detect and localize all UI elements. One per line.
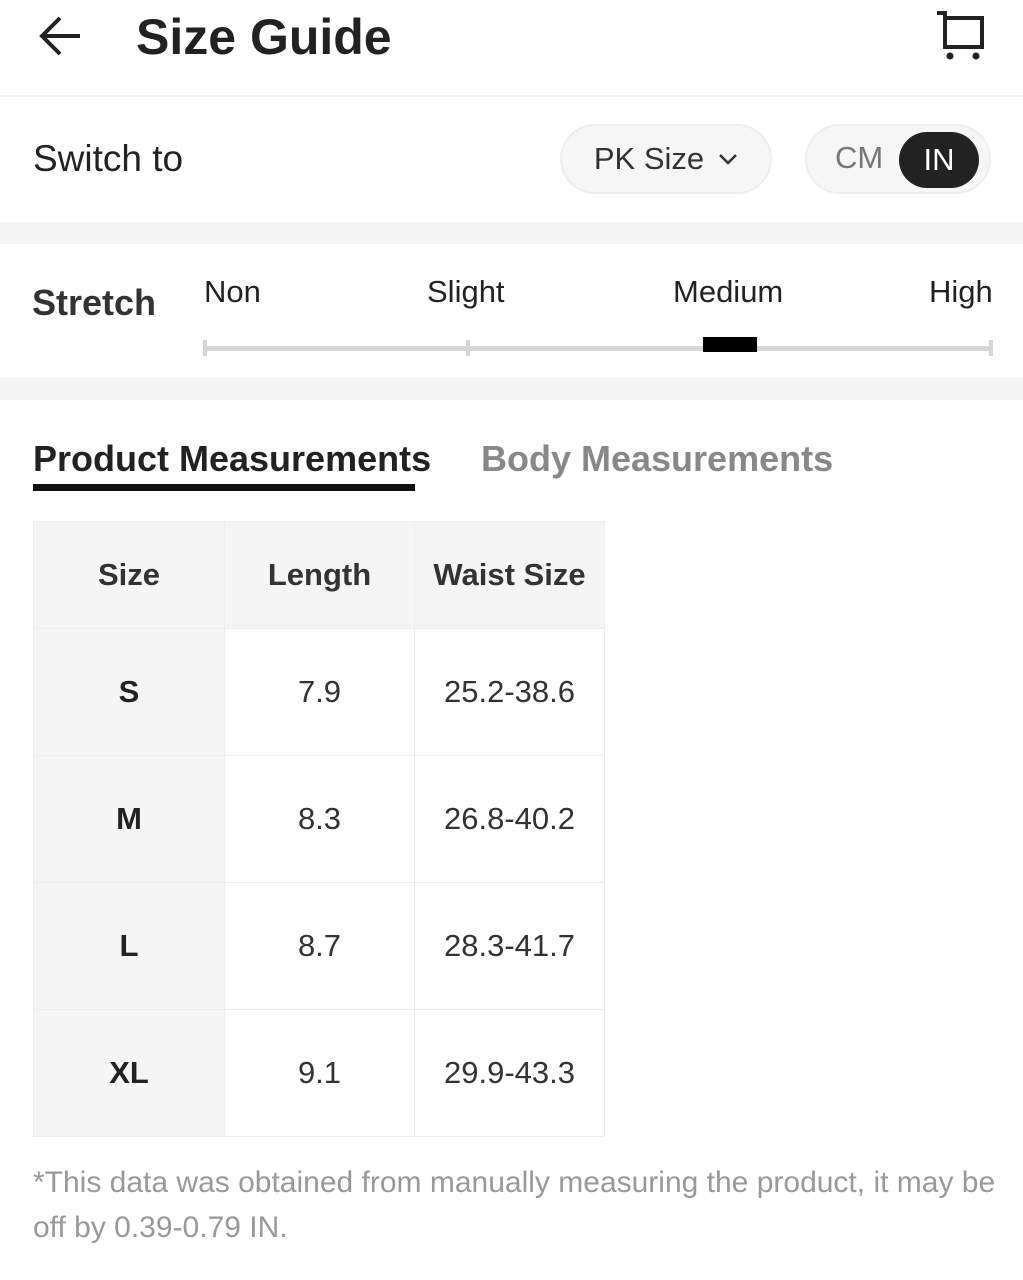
stretch-level-medium: Medium (673, 274, 784, 309)
size-cell: S (33, 628, 225, 756)
column-header: Length (224, 521, 415, 629)
size-system-dropdown[interactable]: PK Size (560, 124, 772, 194)
unit-cm-option[interactable]: CM (835, 140, 884, 175)
divider (0, 222, 1023, 244)
stretch-tick (466, 340, 470, 356)
stretch-marker (703, 337, 757, 352)
size-system-value: PK Size (593, 141, 705, 176)
table-row: M 8.3 26.8-40.2 (33, 755, 605, 883)
table-row: S 7.9 25.2-38.6 (33, 628, 605, 756)
active-tab-indicator (33, 484, 415, 491)
tab-product-measurements[interactable]: Product Measurements (33, 438, 432, 479)
stretch-label: Stretch (32, 282, 157, 323)
waist-cell: 29.9-43.3 (414, 1009, 605, 1137)
length-cell: 9.1 (224, 1009, 415, 1137)
column-header: Size (33, 521, 225, 629)
page-title: Size Guide (136, 9, 392, 65)
size-cell: M (33, 755, 225, 883)
header: Size Guide (0, 0, 1023, 97)
size-cell: L (33, 882, 225, 1010)
switch-label: Switch to (33, 138, 184, 179)
length-cell: 8.3 (224, 755, 415, 883)
size-cell: XL (33, 1009, 225, 1137)
waist-cell: 25.2-38.6 (414, 628, 605, 756)
unit-in-option[interactable]: IN (899, 132, 979, 188)
table-row: XL 9.1 29.9-43.3 (33, 1009, 605, 1137)
waist-cell: 26.8-40.2 (414, 755, 605, 883)
stretch-tick (989, 340, 993, 356)
unit-toggle[interactable]: CM IN (805, 124, 991, 194)
cart-icon[interactable] (934, 10, 988, 62)
waist-cell: 28.3-41.7 (414, 882, 605, 1010)
table-row: L 8.7 28.3-41.7 (33, 882, 605, 1010)
column-header: Waist Size (414, 521, 605, 629)
divider (0, 377, 1023, 400)
length-cell: 8.7 (224, 882, 415, 1010)
table-header-row: Size Length Waist Size (33, 521, 605, 629)
length-cell: 7.9 (224, 628, 415, 756)
stretch-track (203, 346, 993, 351)
arrow-left-icon[interactable] (38, 14, 84, 58)
tab-body-measurements[interactable]: Body Measurements (481, 438, 834, 479)
stretch-tick (203, 340, 207, 356)
size-table: Size Length Waist Size S 7.9 25.2-38.6 M 8.… (33, 521, 605, 1137)
chevron-down-icon (719, 154, 738, 165)
stretch-level-slight: Slight (427, 274, 505, 309)
stretch-level-non: Non (204, 274, 261, 309)
measurement-note: *This data was obtained from manually me… (33, 1166, 996, 1244)
stretch-level-high: High (929, 274, 993, 309)
